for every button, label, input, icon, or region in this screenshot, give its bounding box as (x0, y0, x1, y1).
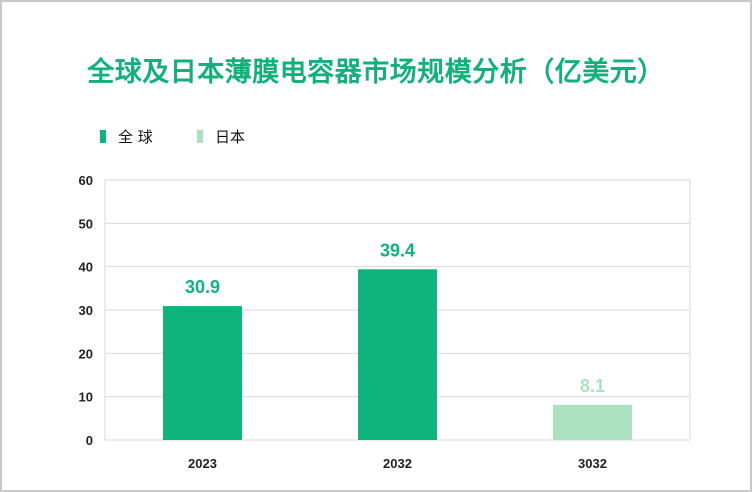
y-tick-label: 20 (79, 346, 93, 361)
legend-item-global: 全 球 (100, 126, 153, 147)
x-tick-label: 3032 (578, 456, 607, 471)
data-label: 39.4 (380, 240, 415, 260)
legend-item-japan: 日本 (197, 126, 245, 147)
x-tick-label: 2032 (383, 456, 412, 471)
legend-swatch-japan (197, 130, 203, 143)
y-tick-label: 50 (79, 216, 93, 231)
legend-label-global: 全 球 (118, 128, 153, 146)
chart-title: 全球及日本薄膜电容器市场规模分析（亿美元） (87, 57, 665, 88)
legend-swatch-global (100, 130, 106, 143)
data-label: 8.1 (580, 376, 605, 396)
bar (553, 404, 632, 440)
bar (358, 269, 437, 440)
x-tick-label: 2023 (188, 456, 217, 471)
y-tick-label: 10 (79, 390, 93, 405)
legend-label-japan: 日本 (215, 128, 246, 146)
y-tick-label: 40 (79, 260, 93, 275)
y-tick-label: 60 (79, 173, 93, 188)
y-tick-label: 0 (86, 433, 93, 448)
data-label: 30.9 (185, 277, 220, 297)
bar (163, 306, 242, 440)
y-tick-label: 30 (79, 303, 93, 318)
